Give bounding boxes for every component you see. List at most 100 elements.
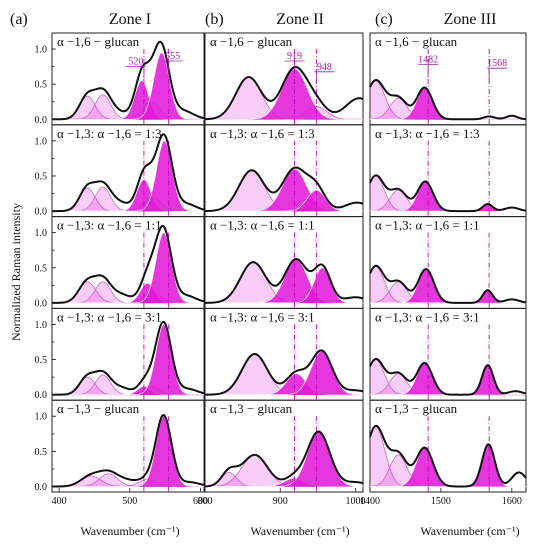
fit-component-filled xyxy=(205,190,363,212)
row-label: α −1,3: α −1,6 = 3:1 xyxy=(57,309,162,324)
x-tick-label: 900 xyxy=(273,496,288,507)
fit-component-edge xyxy=(52,324,204,396)
fit-component-filled xyxy=(52,52,204,120)
zone-title-2: Zone II xyxy=(276,11,324,28)
panel-letter-a: (a) xyxy=(10,11,28,28)
panel-frame xyxy=(51,399,205,493)
fit-component-filled xyxy=(52,324,204,395)
y-tick-label: 0.5 xyxy=(35,447,48,458)
row-label: α −1,6 − glucan xyxy=(375,34,458,49)
zone-title-1: Zone I xyxy=(109,11,151,28)
spectrum-line xyxy=(204,430,364,488)
x-tick-label: 600 xyxy=(193,496,208,507)
fit-component-light xyxy=(370,359,526,395)
peak-annotation: 555 xyxy=(165,51,180,62)
fit-component-filled xyxy=(205,431,363,487)
peak-annotation: 1568 xyxy=(487,58,507,69)
spectrum-line xyxy=(52,224,205,304)
fit-component-filled xyxy=(370,365,526,395)
fit-component-light xyxy=(205,454,363,487)
fit-component-light xyxy=(370,98,526,120)
fit-component-edge xyxy=(52,415,204,487)
fit-component-filled xyxy=(370,444,526,487)
spectrum-line xyxy=(204,257,364,304)
fit-component-filled xyxy=(205,478,363,487)
y-tick-label: 1.0 xyxy=(35,320,48,331)
panel-letter-c: (c) xyxy=(375,11,393,28)
fit-component-filled xyxy=(52,140,204,212)
fit-component-light xyxy=(370,190,526,212)
x-tick-label: 800 xyxy=(198,496,213,507)
spectrum-line xyxy=(369,79,527,121)
fit-component-filled xyxy=(370,290,526,303)
fit-component-edge xyxy=(52,140,204,212)
spectrum-line xyxy=(204,166,364,213)
row-label: α −1,3: α −1,6 = 1:3 xyxy=(375,126,480,141)
fit-component-light xyxy=(205,170,363,212)
fit-component-filled xyxy=(205,267,363,303)
y-tick-label: 1.0 xyxy=(35,45,48,56)
row-label: α −1,3: α −1,6 = 1:1 xyxy=(57,218,162,233)
row-label: α −1,3 − glucan xyxy=(57,401,140,416)
y-tick-label: 1.0 xyxy=(35,136,48,147)
row-label: α −1,3: α −1,6 = 3:1 xyxy=(210,309,315,324)
fit-component-light xyxy=(205,472,363,487)
spectrum-line xyxy=(369,174,527,213)
fit-component-light xyxy=(370,454,526,487)
y-tick-label: 0.0 xyxy=(35,115,48,126)
row-label: α −1,3: α −1,6 = 1:1 xyxy=(210,218,315,233)
row-label: α −1,3: α −1,6 = 1:3 xyxy=(210,126,315,141)
fit-component-light xyxy=(370,80,526,120)
fit-component-filled xyxy=(52,232,204,303)
y-tick-label: 0.5 xyxy=(35,171,48,182)
row-label: α −1,3: α −1,6 = 1:1 xyxy=(375,218,480,233)
zone-title-3: Zone III xyxy=(444,11,497,28)
spectrum-line xyxy=(204,66,364,121)
fit-component-light xyxy=(370,266,526,303)
spectrum-line xyxy=(369,357,527,396)
peak-annotation: 520 xyxy=(128,56,143,67)
fit-component-light xyxy=(370,426,526,487)
fit-component-light xyxy=(205,353,363,395)
y-tick-label: 0.0 xyxy=(35,390,48,401)
fit-component-light xyxy=(370,281,526,303)
row-label: α −1,3 − glucan xyxy=(210,401,293,416)
y-tick-label: 0.5 xyxy=(35,80,48,91)
fit-component-light xyxy=(370,373,526,395)
peak-annotation: 948 xyxy=(317,62,332,73)
x-axis-label-1: Wavenumber (cm⁻¹) xyxy=(80,524,179,538)
spectrum-line xyxy=(369,264,527,304)
y-tick-label: 1.0 xyxy=(35,412,48,423)
x-tick-label: 1500 xyxy=(431,496,451,507)
y-tick-label: 0.5 xyxy=(35,355,48,366)
panel-frame xyxy=(204,399,364,493)
fit-component-filled xyxy=(205,259,363,303)
y-tick-label: 0.0 xyxy=(35,298,48,309)
peak-annotation: 919 xyxy=(287,51,302,62)
row-label: α −1,3: α −1,6 = 3:1 xyxy=(375,309,480,324)
fit-component-filled xyxy=(205,68,363,120)
fit-component-light xyxy=(370,175,526,212)
x-tick-label: 500 xyxy=(122,496,137,507)
spectrum-line xyxy=(52,413,205,488)
x-tick-label: 1000 xyxy=(345,496,365,507)
x-tick-label: 1400 xyxy=(360,496,380,507)
y-axis-label: Normalized Raman intensity xyxy=(9,203,23,341)
x-tick-label: 1600 xyxy=(502,496,522,507)
fit-component-filled xyxy=(52,416,204,487)
row-label: α −1,3 − glucan xyxy=(375,401,458,416)
fit-component-edge xyxy=(52,232,204,304)
row-label: α −1,3: α −1,6 = 1:3 xyxy=(57,126,162,141)
panel-grid: α −1,6 − glucan 0.0 0.5 1.0 α −1,3: α −1,6 =… xyxy=(35,32,527,507)
spectrum-line xyxy=(52,40,205,121)
panel-letter-b: (b) xyxy=(205,11,224,28)
fit-component-edge xyxy=(52,52,204,120)
y-tick-label: 0.5 xyxy=(35,263,48,274)
peak-annotation: 1482 xyxy=(418,55,438,66)
x-axis-label-2: Wavenumber (cm⁻¹) xyxy=(250,524,349,538)
x-axis-label-3: Wavenumber (cm⁻¹) xyxy=(420,524,519,538)
fit-component-filled xyxy=(205,373,363,395)
panel-frame xyxy=(369,399,527,493)
fit-component-light xyxy=(52,475,204,487)
